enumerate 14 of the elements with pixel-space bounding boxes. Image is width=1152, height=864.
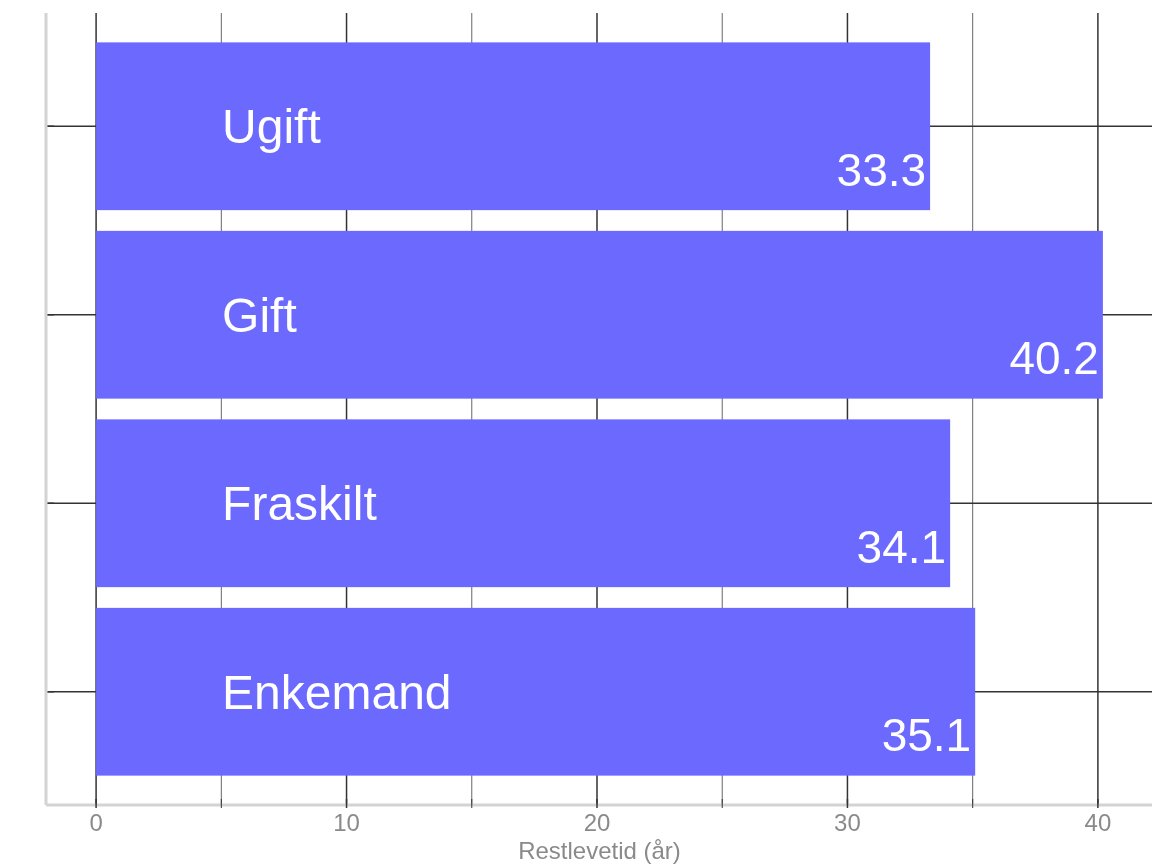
x-tick-label: 20 [583,809,611,836]
data-label: 34.1 [856,520,947,573]
x-tick-label: 40 [1084,809,1112,836]
y-tick-label: Fraskilt [222,477,377,531]
x-tick-label: 30 [834,809,861,836]
data-label: 33.3 [836,143,927,196]
data-label: 35.1 [881,709,972,762]
x-tick-label: 10 [333,809,360,836]
data-label: 40.2 [1009,332,1099,385]
y-tick-label: Ugift [222,100,321,154]
y-tick-label: Gift [222,288,297,342]
y-tick-label: Enkemand [222,665,452,719]
x-tick-label: 0 [89,809,103,836]
x-axis-title: Restlevetid (år) [518,837,681,864]
